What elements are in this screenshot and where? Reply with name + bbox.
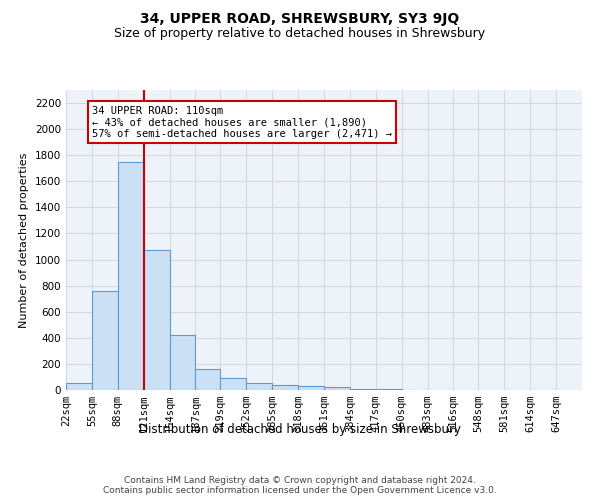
Text: Size of property relative to detached houses in Shrewsbury: Size of property relative to detached ho… bbox=[115, 28, 485, 40]
Bar bbox=[118, 162, 143, 390]
Bar bbox=[350, 388, 376, 390]
Bar bbox=[272, 385, 298, 390]
Text: 34, UPPER ROAD, SHREWSBURY, SY3 9JQ: 34, UPPER ROAD, SHREWSBURY, SY3 9JQ bbox=[140, 12, 460, 26]
Bar bbox=[143, 250, 170, 390]
Bar bbox=[220, 378, 247, 390]
Y-axis label: Number of detached properties: Number of detached properties bbox=[19, 152, 29, 328]
Bar bbox=[170, 335, 196, 390]
Bar bbox=[298, 386, 324, 390]
Text: 34 UPPER ROAD: 110sqm
← 43% of detached houses are smaller (1,890)
57% of semi-d: 34 UPPER ROAD: 110sqm ← 43% of detached … bbox=[92, 106, 392, 139]
Bar bbox=[324, 388, 350, 390]
Text: Contains HM Land Registry data © Crown copyright and database right 2024.
Contai: Contains HM Land Registry data © Crown c… bbox=[103, 476, 497, 495]
Bar bbox=[247, 384, 272, 390]
Text: Distribution of detached houses by size in Shrewsbury: Distribution of detached houses by size … bbox=[139, 422, 461, 436]
Bar bbox=[92, 291, 118, 390]
Bar bbox=[66, 384, 92, 390]
Bar bbox=[196, 369, 220, 390]
